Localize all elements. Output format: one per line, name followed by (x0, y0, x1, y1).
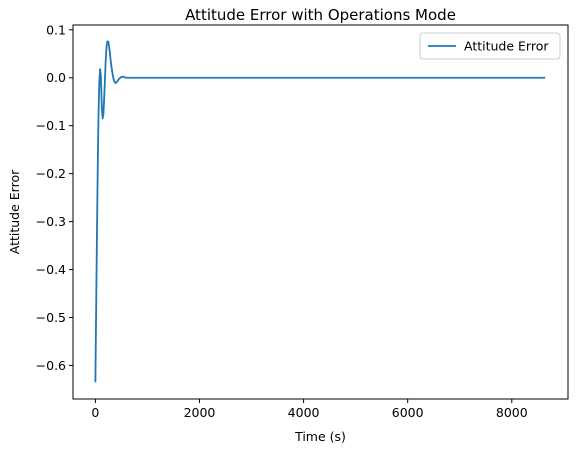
y-tick-label: −0.5 (36, 310, 66, 325)
x-tick-label: 2000 (184, 405, 216, 420)
legend-label: Attitude Error (464, 39, 549, 54)
x-tick-label: 6000 (392, 405, 424, 420)
y-tick-label: −0.6 (36, 358, 66, 373)
y-tick-label: −0.1 (36, 118, 66, 133)
legend: Attitude Error (419, 32, 561, 60)
series-layer (94, 40, 546, 383)
legend-box (419, 32, 561, 60)
y-tick-label: −0.4 (36, 262, 66, 277)
y-tick-label: 0.0 (46, 70, 66, 85)
x-axis-label: Time (s) (294, 429, 346, 444)
chart-title: Attitude Error with Operations Mode (185, 6, 456, 24)
plot-frame (72, 24, 569, 400)
series-line-attitude-error (94, 40, 546, 383)
y-tick-label: −0.2 (36, 166, 66, 181)
y-tick-label: 0.1 (46, 22, 66, 37)
x-tick-label: 0 (91, 405, 99, 420)
x-tick-label: 8000 (496, 405, 528, 420)
y-axis-ticks: −0.6 −0.5 −0.4 −0.3 −0.2 −0.1 0.0 0.1 (36, 22, 73, 373)
y-axis-label: Attitude Error (7, 169, 22, 254)
x-tick-label: 4000 (288, 405, 320, 420)
y-tick-label: −0.3 (36, 214, 66, 229)
x-axis-ticks: 0 2000 4000 6000 8000 (91, 399, 528, 420)
